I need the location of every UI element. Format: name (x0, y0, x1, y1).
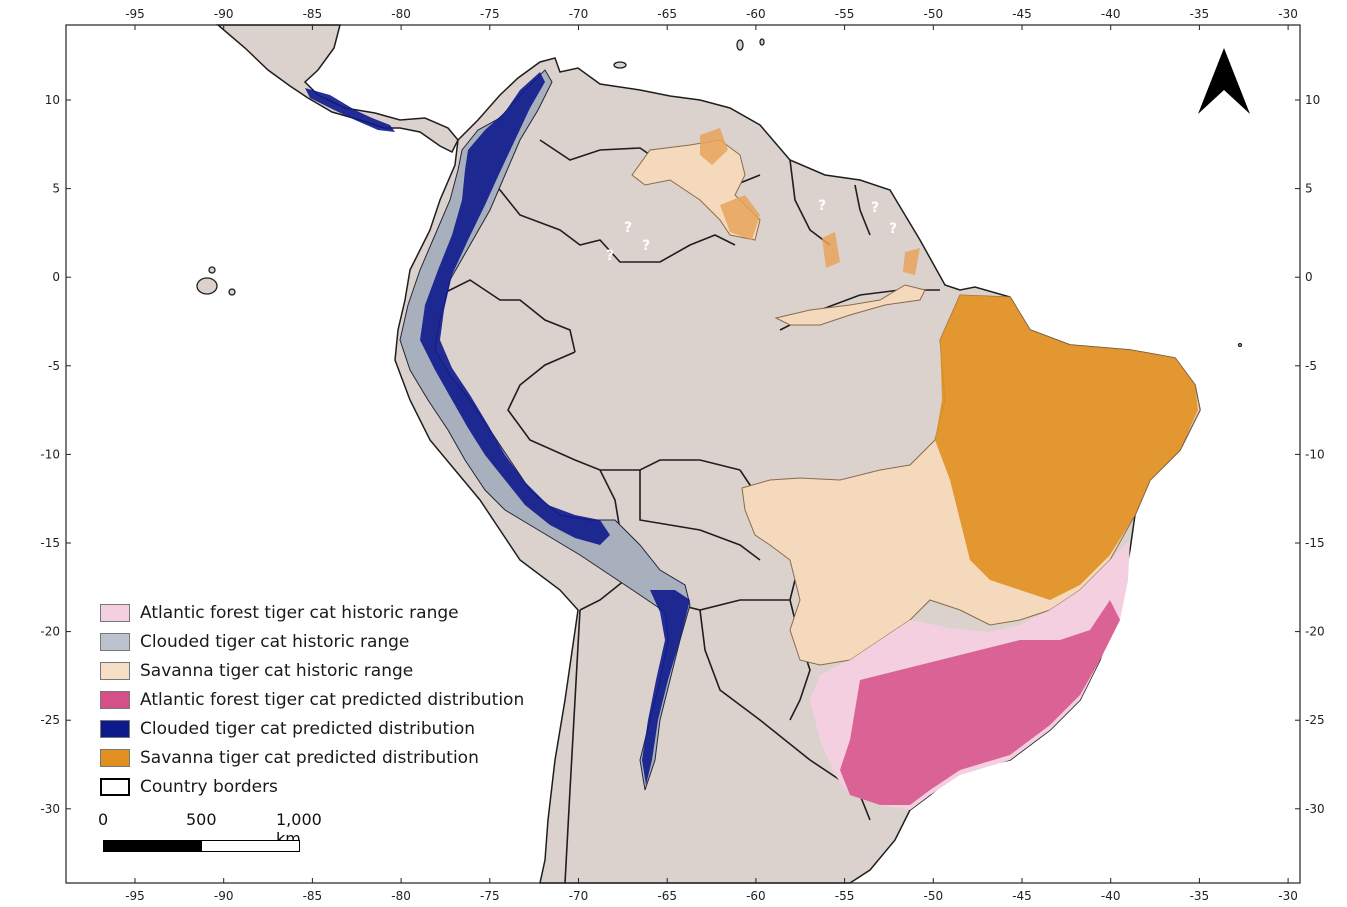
savanna-predicted (935, 295, 1198, 600)
x-tick-label: -65 (657, 889, 677, 903)
x-tick-label: -55 (835, 889, 855, 903)
y-tick-label-left: -5 (48, 359, 60, 373)
y-tick-label-right: -15 (1305, 536, 1325, 550)
x-tick-label: -30 (1278, 889, 1298, 903)
y-tick-label-right: 5 (1305, 182, 1313, 196)
y-tick-label-right: -30 (1305, 802, 1325, 816)
x-tick-label: -35 (1190, 7, 1210, 21)
legend-label: Atlantic forest tiger cat historic range (140, 602, 459, 623)
legend-swatch (100, 748, 130, 767)
x-tick-label: -85 (303, 889, 323, 903)
legend: Atlantic forest tiger cat historic range… (100, 598, 524, 801)
x-tick-label: -30 (1278, 7, 1298, 21)
legend-item: Country borders (100, 772, 524, 801)
y-tick-label-left: -25 (40, 713, 60, 727)
legend-label: Clouded tiger cat predicted distribution (140, 718, 476, 739)
legend-swatch (100, 719, 130, 738)
axis-ticks: -95 -95 -90 -90 -85 -85 -80 -80 -75 -75 -70 -70 -65 -… (40, 7, 1324, 903)
x-tick-label: -70 (569, 889, 589, 903)
x-tick-label: -65 (657, 7, 677, 21)
y-tick-label-left: -10 (40, 447, 60, 461)
y-tick-label-left: 10 (45, 93, 60, 107)
legend-item: Savanna tiger cat predicted distribution (100, 743, 524, 772)
legend-item: Clouded tiger cat historic range (100, 627, 524, 656)
islands (196, 38, 1243, 348)
scale-label-500: 500 (186, 810, 217, 829)
y-tick-label-left: 0 (52, 270, 60, 284)
x-tick-label: -45 (1012, 889, 1032, 903)
x-tick-label: -80 (391, 889, 411, 903)
y-tick-label-left: 5 (52, 182, 60, 196)
legend-item: Atlantic forest tiger cat predicted dist… (100, 685, 524, 714)
scale-bar-black (103, 840, 202, 852)
legend-item: Clouded tiger cat predicted distribution (100, 714, 524, 743)
legend-swatch (100, 661, 130, 680)
y-tick-label-right: 10 (1305, 93, 1320, 107)
x-tick-label: -60 (746, 889, 766, 903)
x-tick-label: -75 (480, 7, 500, 21)
x-tick-label: -50 (923, 889, 943, 903)
legend-label: Atlantic forest tiger cat predicted dist… (140, 689, 525, 710)
y-tick-label-right: -10 (1305, 447, 1325, 461)
x-tick-label: -45 (1012, 7, 1032, 21)
scale-bar: 0 500 1,000 km (98, 810, 322, 860)
x-tick-label: -40 (1101, 7, 1121, 21)
uncertain-marker: ? (642, 238, 650, 254)
north-arrow-icon (1198, 48, 1250, 114)
y-tick-label-right: -5 (1305, 359, 1317, 373)
legend-swatch (100, 603, 130, 622)
uncertain-marker: ? (624, 220, 632, 236)
legend-label: Country borders (140, 776, 278, 797)
uncertain-marker: ? (606, 248, 614, 264)
legend-item: Savanna tiger cat historic range (100, 656, 524, 685)
y-tick-label-left: -15 (40, 536, 60, 550)
central-america-land (215, 24, 459, 154)
x-tick-label: -90 (214, 7, 234, 21)
x-tick-label: -80 (391, 7, 411, 21)
legend-label: Clouded tiger cat historic range (140, 631, 410, 652)
x-tick-label: -85 (303, 7, 323, 21)
y-tick-label-right: 0 (1305, 270, 1313, 284)
savanna-historic-coast (774, 284, 926, 326)
clouded-predicted (305, 72, 690, 785)
x-tick-label: -95 (125, 7, 145, 21)
x-tick-label: -35 (1190, 889, 1210, 903)
y-tick-label-right: -20 (1305, 625, 1325, 639)
legend-swatch (100, 632, 130, 651)
x-tick-label: -90 (214, 889, 234, 903)
x-tick-label: -70 (569, 7, 589, 21)
y-tick-label-left: -20 (40, 625, 60, 639)
x-tick-label: -40 (1101, 889, 1121, 903)
uncertain-marker: ? (889, 221, 897, 237)
legend-swatch (100, 777, 130, 796)
y-tick-label-left: -30 (40, 802, 60, 816)
scale-bar-white (201, 840, 300, 852)
x-tick-label: -50 (923, 7, 943, 21)
legend-label: Savanna tiger cat predicted distribution (140, 747, 479, 768)
x-tick-label: -60 (746, 7, 766, 21)
uncertain-markers: ? ? ? ? ? ? (606, 198, 897, 264)
scale-label-0: 0 (98, 810, 109, 829)
savanna-predicted-north (700, 128, 920, 275)
uncertain-marker: ? (871, 200, 879, 216)
clouded-historic-range (399, 69, 691, 791)
legend-item: Atlantic forest tiger cat historic range (100, 598, 524, 627)
x-tick-label: -95 (125, 889, 145, 903)
uncertain-marker: ? (818, 198, 826, 214)
legend-label: Savanna tiger cat historic range (140, 660, 414, 681)
x-tick-label: -75 (480, 889, 500, 903)
x-tick-label: -55 (835, 7, 855, 21)
atlantic-predicted (840, 600, 1120, 805)
legend-swatch (100, 690, 130, 709)
y-tick-label-right: -25 (1305, 713, 1325, 727)
